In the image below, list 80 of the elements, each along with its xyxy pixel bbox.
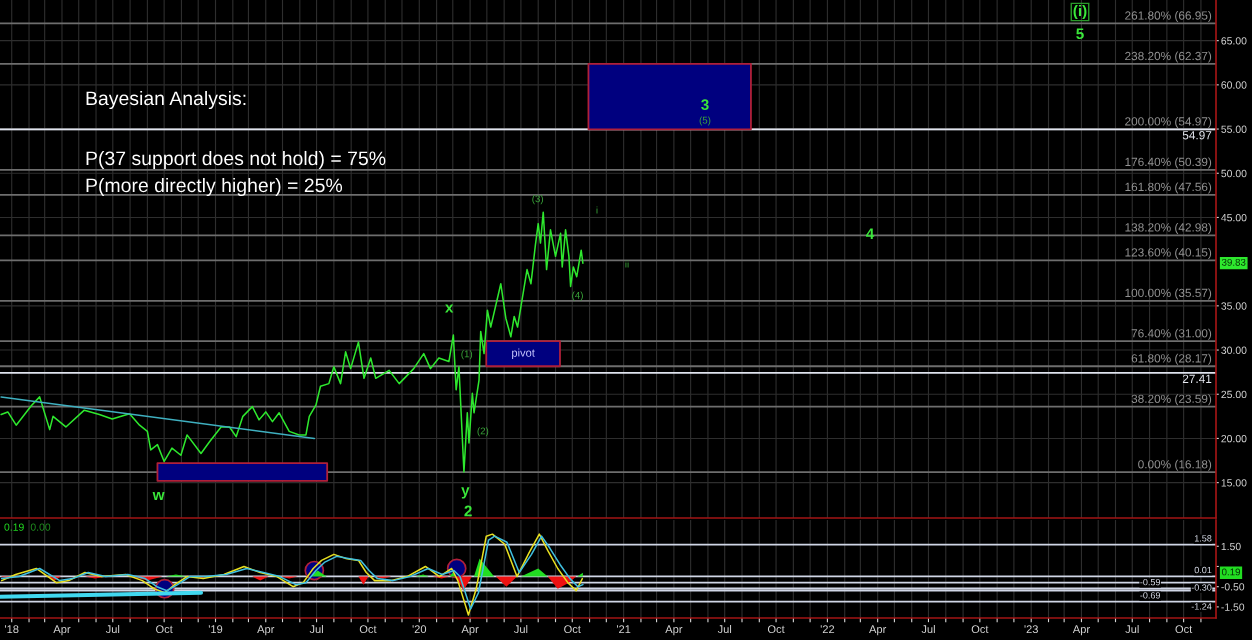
- annotation: 3: [701, 99, 709, 111]
- x-tick-label: '20: [412, 625, 427, 634]
- x-tick-label: Oct: [971, 625, 989, 634]
- x-tick-label: Oct: [767, 625, 785, 634]
- annotation: 4: [865, 228, 875, 239]
- x-tick-label: Oct: [564, 625, 581, 634]
- ref-line-label: 38.20% (23.59): [1131, 394, 1212, 406]
- x-tick-label: Oct: [156, 625, 173, 634]
- annotation: P(more directly higher) = 25%: [86, 177, 343, 197]
- y-tick-label: 60.00: [1221, 81, 1247, 89]
- y-tick-label: 35.00: [1221, 302, 1247, 310]
- ref-line-label: 161.80% (47.56): [1125, 182, 1212, 194]
- ref-line-label: -0.30: [1191, 584, 1212, 591]
- annotation: 0.00: [30, 523, 51, 531]
- y-tick-label: 65.00: [1221, 37, 1247, 45]
- y-tick-label: 30.00: [1221, 346, 1247, 354]
- ref-line-label: -1.24: [1191, 603, 1212, 610]
- annotation: 5: [1076, 28, 1084, 40]
- x-tick-label: '18: [5, 625, 19, 634]
- annotation: i: [596, 206, 598, 214]
- text: 0.19: [1221, 568, 1241, 576]
- x-tick-label: '22: [820, 625, 835, 633]
- ref-line-label: 100.00% (35.57): [1125, 288, 1212, 300]
- x-tick-label: '21: [616, 625, 631, 633]
- x-tick-label: Apr: [1072, 625, 1090, 636]
- y-tick-label: 50.00: [1221, 169, 1247, 178]
- y-tick-label: 15.00: [1221, 479, 1247, 487]
- ref-line-label: 123.60% (40.15): [1125, 247, 1212, 259]
- y-tick-label: -1.50: [1221, 603, 1245, 611]
- ref-line-label: 61.80% (28.17): [1131, 353, 1212, 365]
- annotation: Bayesian Analysis:: [86, 90, 246, 110]
- annotation: P(37 support does not hold) = 75%: [86, 150, 386, 170]
- x-tick-label: Apr: [257, 625, 275, 636]
- y-tick-label: -0.50: [1221, 583, 1245, 591]
- x-tick-label: Jul: [309, 624, 323, 634]
- y-tick-label: 1.50: [1221, 542, 1241, 551]
- x-tick-label: Apr: [665, 625, 683, 636]
- ref-line-label: 138.20% (42.98): [1125, 222, 1212, 234]
- ref-line-label: 1.58: [1194, 535, 1212, 542]
- ref-line-label: -0.69: [1140, 592, 1161, 599]
- annotation: y: [461, 487, 470, 499]
- x-tick-label: Jul: [513, 624, 528, 634]
- annotation: ii: [625, 260, 629, 268]
- y-tick-label: 25.00: [1221, 390, 1247, 399]
- annotation: (2): [477, 427, 489, 437]
- ref-line-label: -0.59: [1140, 578, 1161, 586]
- x-tick-label: Jul: [105, 624, 120, 634]
- x-tick-label: '19: [208, 625, 223, 634]
- x-tick-label: Jul: [717, 624, 732, 634]
- y-tick-label: 45.00: [1221, 213, 1247, 222]
- annotation: 0.19: [4, 523, 24, 531]
- annotation: (i): [1073, 4, 1087, 20]
- x-tick-label: Apr: [869, 625, 887, 636]
- x-tick-label: Apr: [53, 625, 71, 636]
- annotation: (5): [699, 116, 711, 126]
- ref-line-label: 176.40% (50.39): [1125, 157, 1212, 169]
- annotation: 2: [464, 505, 472, 517]
- ref-line-label: 238.20% (62.37): [1125, 51, 1212, 63]
- ref-line-label: 54.97: [1182, 131, 1212, 140]
- annotation: (1): [461, 350, 473, 360]
- ref-line-label: 0.01: [1194, 566, 1212, 574]
- ref-line-label: 27.41: [1182, 374, 1212, 383]
- annotation: (3): [532, 195, 544, 205]
- ref-line-label: 0.00% (16.18): [1138, 459, 1212, 471]
- y-tick-label: 55.00: [1221, 125, 1247, 133]
- x-tick-label: '23: [1024, 625, 1038, 634]
- ref-line-label: 200.00% (54.97): [1125, 116, 1212, 128]
- x-tick-label: Oct: [1175, 625, 1193, 634]
- x-tick-label: Jul: [921, 624, 935, 634]
- annotation: w: [152, 492, 165, 501]
- annotation: x: [445, 304, 454, 313]
- annotation: (4): [572, 291, 583, 301]
- annotation: pivot: [512, 348, 535, 359]
- ref-line-label: 76.40% (31.00): [1131, 328, 1212, 340]
- text: 39.83: [1221, 258, 1246, 266]
- y-tick-label: 20.00: [1221, 434, 1247, 443]
- ref-line-label: 261.80% (66.95): [1125, 11, 1212, 23]
- x-tick-label: Apr: [461, 625, 479, 636]
- x-tick-label: Jul: [1125, 624, 1139, 634]
- x-tick-label: Oct: [359, 625, 377, 634]
